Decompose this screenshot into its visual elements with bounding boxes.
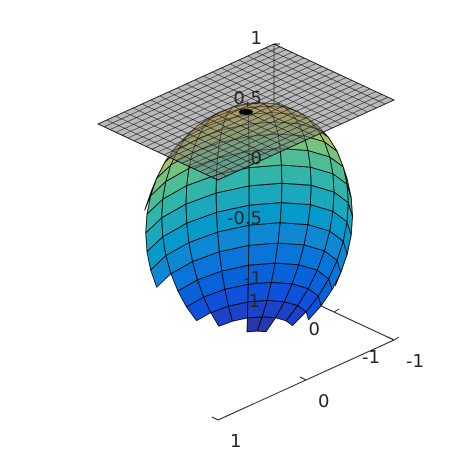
sphere-face [277, 222, 309, 246]
z-tick-label: -0.5 [227, 208, 262, 229]
sphere-face [279, 148, 311, 168]
z-tick-label: 0.5 [233, 88, 262, 109]
sphere-face [279, 202, 311, 226]
x-tick-mark [333, 308, 340, 313]
plane-grid-line [127, 57, 305, 139]
z-tick-label: 0 [251, 148, 262, 169]
plane-surface [97, 43, 395, 181]
sphere-face [248, 242, 279, 266]
plane-grid-line [145, 66, 323, 147]
plane-grid-line [103, 46, 281, 128]
plane-grid-line [115, 52, 293, 133]
plane-grid-line [121, 54, 299, 136]
plane-grid-line [133, 60, 311, 142]
y-tick-label: 1 [230, 431, 241, 452]
plane-grid-line [141, 103, 263, 161]
plane-grid-line [159, 95, 280, 153]
sphere-top-pole [239, 109, 253, 115]
sphere-face [248, 182, 283, 206]
plane-grid-line [124, 111, 245, 169]
plane-grid-line [168, 91, 289, 149]
plane-grid-line [177, 87, 298, 145]
plane-grid-line [115, 115, 236, 173]
plane-grid-line [151, 68, 329, 150]
sphere-face [274, 242, 305, 266]
sphere-face [281, 182, 312, 206]
x-tick-mark [393, 336, 400, 341]
z-tick-label: 1 [251, 28, 262, 49]
y-tick-mark [299, 376, 307, 381]
tick-labels: 10.50-0.5-110-1 -101 [227, 28, 424, 452]
plane-grid-line [106, 119, 227, 177]
y-tick-mark [211, 416, 219, 421]
plane-grid-line [109, 49, 287, 130]
y-tick-label: 0 [318, 391, 329, 412]
plane-grid-line [139, 63, 317, 144]
plane-grid-line [150, 99, 271, 157]
plane-grid-line [133, 107, 254, 165]
sphere-surface [144, 102, 353, 333]
sphere-face [281, 164, 312, 186]
y-tick-label: -1 [406, 351, 424, 372]
x-tick-label: -1 [362, 347, 380, 368]
x-tick-label: 0 [309, 319, 320, 340]
z-tick-label: -1 [244, 268, 262, 289]
y-tick-mark [387, 336, 395, 341]
x-tick-label: 1 [249, 291, 260, 312]
